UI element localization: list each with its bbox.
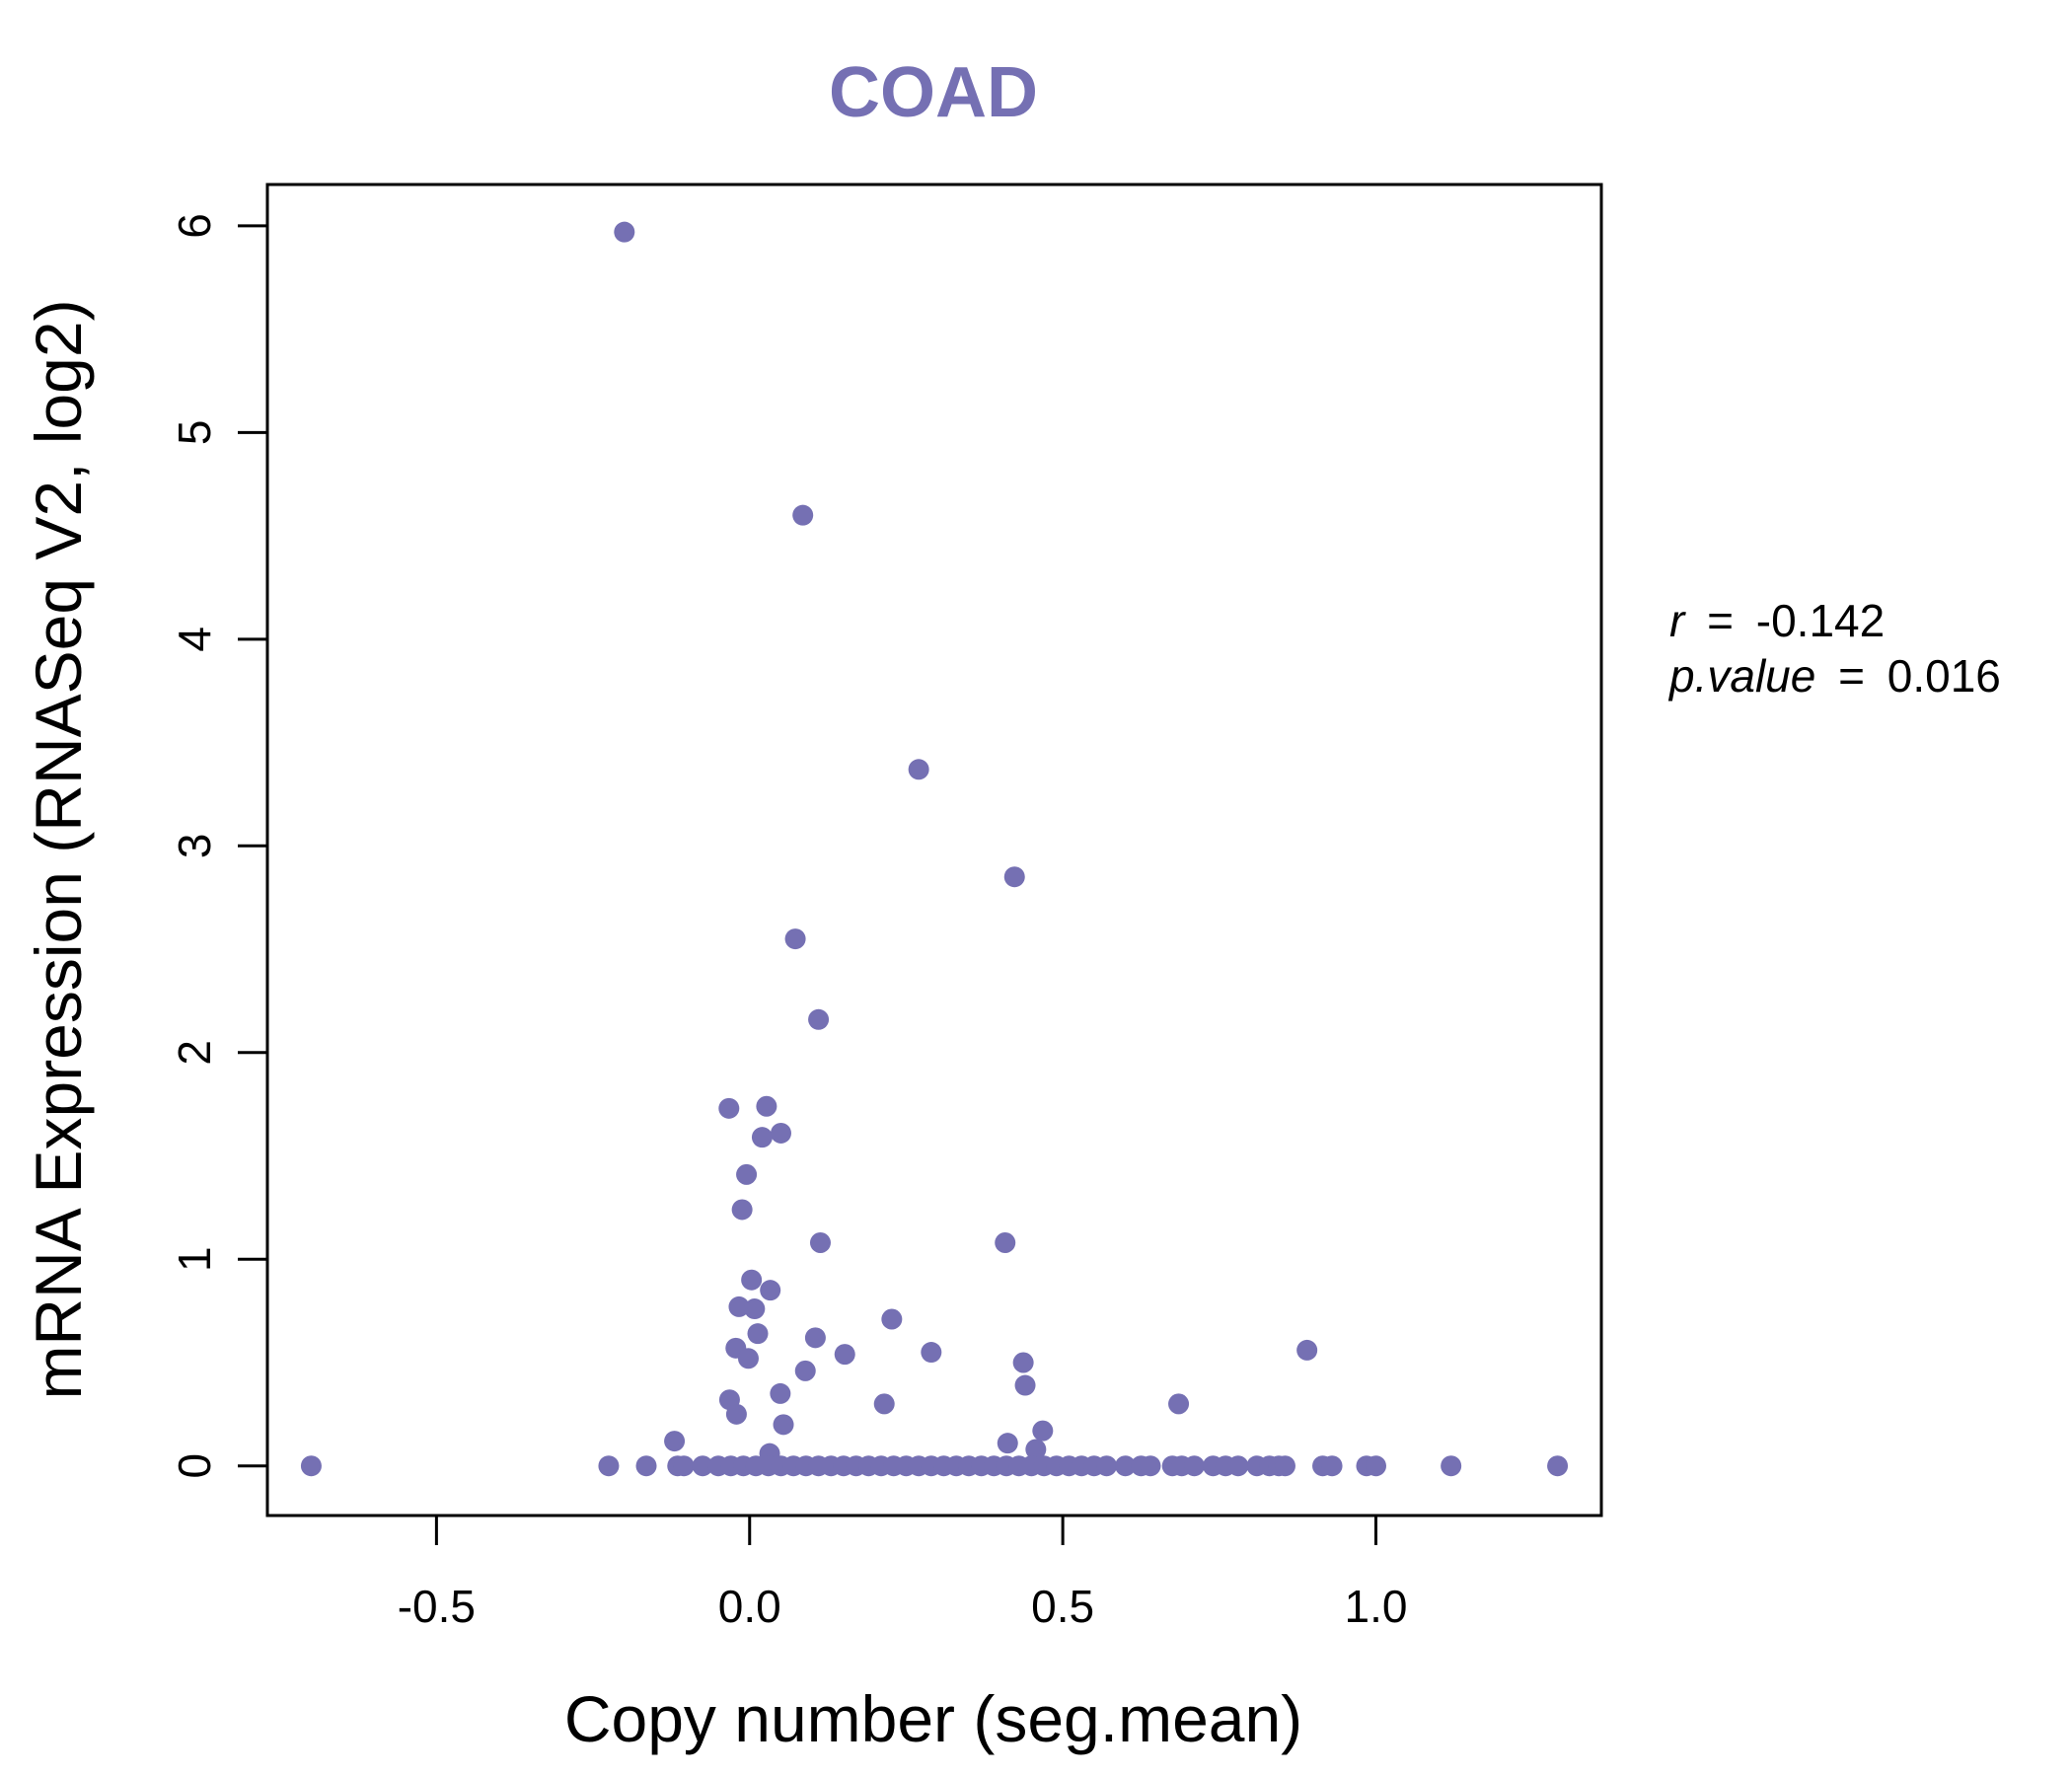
data-point — [881, 1308, 903, 1330]
data-point — [1441, 1455, 1462, 1477]
data-point — [737, 1348, 759, 1369]
data-point — [744, 1298, 766, 1320]
data-point — [1547, 1455, 1569, 1477]
r-equals: = — [1707, 595, 1734, 646]
data-point — [908, 759, 929, 780]
data-point — [1274, 1455, 1295, 1477]
data-point — [1168, 1393, 1190, 1415]
data-point — [1140, 1455, 1161, 1477]
data-point — [747, 1323, 769, 1345]
data-point — [756, 1095, 777, 1117]
data-point — [635, 1455, 657, 1477]
p-equals: = — [1838, 650, 1865, 702]
data-point — [1227, 1455, 1249, 1477]
data-point — [997, 1433, 1018, 1454]
data-point — [770, 1122, 791, 1144]
y-tick-label: 0 — [169, 1453, 220, 1479]
x-tick-label: 1.0 — [1345, 1581, 1408, 1632]
data-point — [614, 221, 635, 243]
data-point — [725, 1403, 747, 1425]
x-axis-label: Copy number (seg.mean) — [564, 1682, 1302, 1755]
data-point — [664, 1431, 686, 1452]
data-point — [718, 1097, 740, 1119]
data-point — [1296, 1339, 1318, 1361]
data-point — [809, 1231, 831, 1253]
y-axis: 0 1 2 3 4 5 6 — [169, 213, 267, 1479]
plot-frame — [265, 183, 1603, 1517]
data-point — [770, 1382, 791, 1404]
y-tick-label: 2 — [169, 1040, 220, 1066]
data-point — [1003, 866, 1025, 888]
data-point — [834, 1344, 855, 1366]
y-tick-label: 4 — [169, 627, 220, 652]
data-point — [300, 1455, 322, 1477]
p-statistic: p.value = 0.016 — [1667, 650, 2001, 702]
r-statistic: r = -0.142 — [1669, 595, 1885, 646]
data-point — [731, 1199, 753, 1221]
y-tick-label: 3 — [169, 834, 220, 859]
data-point — [773, 1414, 794, 1436]
data-points — [300, 221, 1569, 1477]
data-point — [808, 1008, 830, 1030]
y-axis-label: mRNA Expression (RNASeq V2, log2) — [22, 299, 95, 1399]
data-point — [736, 1163, 758, 1185]
y-tick-label: 1 — [169, 1246, 220, 1272]
data-point — [873, 1393, 895, 1415]
x-axis: -0.5 0.0 0.5 1.0 — [398, 1516, 1408, 1632]
x-tick-label: 0.0 — [718, 1581, 781, 1632]
y-tick-label: 6 — [169, 213, 220, 239]
data-point — [1012, 1352, 1034, 1373]
r-value: -0.142 — [1756, 595, 1885, 646]
data-point — [760, 1280, 781, 1301]
x-tick-label: 0.5 — [1031, 1581, 1094, 1632]
data-point — [1115, 1455, 1137, 1477]
data-point — [692, 1455, 713, 1477]
chart-title: COAD — [829, 53, 1038, 132]
data-point — [1014, 1374, 1036, 1396]
data-point — [1365, 1455, 1386, 1477]
data-point — [794, 1360, 816, 1381]
data-point — [1321, 1455, 1343, 1477]
p-symbol: p.value — [1667, 650, 1815, 702]
data-point — [784, 928, 806, 950]
data-point — [741, 1269, 763, 1291]
p-value: 0.016 — [1887, 650, 2001, 702]
data-point — [1025, 1439, 1047, 1460]
data-point — [728, 1295, 750, 1317]
x-tick-label: -0.5 — [398, 1581, 476, 1632]
data-point — [804, 1327, 826, 1349]
data-point — [598, 1455, 620, 1477]
data-point — [921, 1342, 942, 1364]
y-tick-label: 5 — [169, 420, 220, 446]
data-point — [751, 1127, 773, 1148]
data-point — [1096, 1455, 1118, 1477]
data-point — [1183, 1455, 1205, 1477]
data-point — [792, 504, 814, 526]
data-point — [673, 1455, 695, 1477]
data-point — [995, 1231, 1016, 1253]
r-symbol: r — [1669, 595, 1686, 646]
data-point — [1032, 1420, 1054, 1442]
